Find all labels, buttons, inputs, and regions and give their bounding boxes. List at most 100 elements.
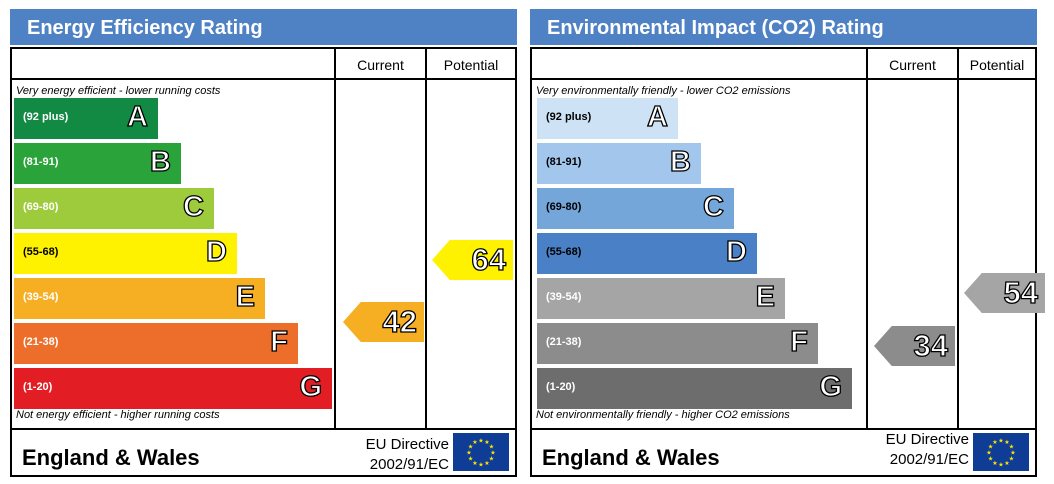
band-a: (92 plus) A xyxy=(537,98,678,139)
svg-text:★: ★ xyxy=(998,462,1003,469)
svg-text:★: ★ xyxy=(988,456,993,463)
svg-text:★: ★ xyxy=(478,438,483,445)
directive-line-1: EU Directive xyxy=(885,431,969,448)
band-range: (92 plus) xyxy=(546,111,592,123)
panel-title: Environmental Impact (CO2) Rating xyxy=(530,9,1037,45)
svg-text:★: ★ xyxy=(484,460,489,467)
svg-text:★: ★ xyxy=(998,438,1003,445)
band-range: (55-68) xyxy=(546,246,582,258)
band-letter: A xyxy=(126,100,148,133)
band-range: (21-38) xyxy=(23,336,59,348)
region-label: England & Wales xyxy=(542,445,720,470)
top-note: Very environmentally friendly - lower CO… xyxy=(536,85,791,97)
region-label: England & Wales xyxy=(22,445,200,470)
divider xyxy=(957,49,959,430)
rating-table: Current Potential Very energy efficient … xyxy=(10,47,517,477)
divider xyxy=(532,78,1035,80)
band-b: (81-91) B xyxy=(14,143,181,184)
band-range: (69-80) xyxy=(23,201,59,213)
band-letter: G xyxy=(299,370,323,403)
svg-text:★: ★ xyxy=(468,456,473,463)
svg-text:★: ★ xyxy=(1004,439,1009,446)
divider xyxy=(12,78,515,80)
svg-text:★: ★ xyxy=(992,439,997,446)
svg-text:★: ★ xyxy=(1010,450,1015,457)
svg-text:★: ★ xyxy=(490,450,495,457)
band-letter: F xyxy=(790,325,809,358)
potential-rating-arrow: 64 xyxy=(432,240,513,280)
svg-text:★: ★ xyxy=(489,456,494,463)
directive-line-1: EU Directive xyxy=(365,436,449,453)
band-d: (55-68) D xyxy=(14,233,237,274)
band-range: (69-80) xyxy=(546,201,582,213)
energy-efficiency-panel: Energy Efficiency Rating Current Potenti… xyxy=(10,9,517,477)
band-letter: B xyxy=(149,145,171,178)
column-header-potential: Potential xyxy=(443,57,499,73)
potential-rating-value: 54 xyxy=(1003,274,1039,310)
divider xyxy=(866,49,868,430)
band-c: (69-80) C xyxy=(14,188,214,229)
band-letter: F xyxy=(270,325,289,358)
svg-text:★: ★ xyxy=(472,460,477,467)
band-g: (1-20) G xyxy=(537,368,852,409)
column-header-current: Current xyxy=(357,57,404,73)
svg-text:★: ★ xyxy=(478,462,483,469)
band-letter: B xyxy=(669,145,691,178)
eu-directive: EU Directive 2002/91/EC xyxy=(886,430,969,470)
potential-rating-value: 64 xyxy=(471,241,507,277)
divider xyxy=(532,428,1035,430)
band-letter: A xyxy=(646,100,668,133)
band-b: (81-91) B xyxy=(537,143,701,184)
svg-text:★: ★ xyxy=(472,439,477,446)
band-letter: D xyxy=(725,235,747,268)
band-range: (39-54) xyxy=(23,291,59,303)
band-letter: G xyxy=(819,370,843,403)
eu-flag-icon: ★★★★★★★★★ ★ ★★ xyxy=(973,433,1029,471)
svg-text:★: ★ xyxy=(484,439,489,446)
band-range: (39-54) xyxy=(546,291,582,303)
svg-text:★: ★ xyxy=(466,450,471,457)
divider xyxy=(425,49,427,430)
current-rating-arrow: 34 xyxy=(874,326,955,366)
band-f: (21-38) F xyxy=(537,323,818,364)
band-e: (39-54) E xyxy=(537,278,785,319)
directive-line-2: 2002/91/EC xyxy=(889,451,969,468)
eu-flag-icon: ★★★★★★★★★ ★ ★★ xyxy=(453,433,509,471)
band-range: (81-91) xyxy=(546,156,582,168)
band-g: (1-20) G xyxy=(14,368,332,409)
rating-table: Current Potential Very environmentally f… xyxy=(530,47,1045,477)
divider xyxy=(334,49,336,430)
directive-line-2: 2002/91/EC xyxy=(369,456,449,473)
eu-directive: EU Directive 2002/91/EC xyxy=(366,435,449,475)
band-range: (81-91) xyxy=(23,156,59,168)
potential-rating-arrow: 54 xyxy=(964,273,1045,313)
band-a: (92 plus) A xyxy=(14,98,158,139)
column-header-current: Current xyxy=(889,57,936,73)
current-rating-arrow: 42 xyxy=(343,302,424,342)
svg-text:★: ★ xyxy=(489,444,494,451)
svg-text:★: ★ xyxy=(986,450,991,457)
band-range: (92 plus) xyxy=(23,111,69,123)
band-range: (55-68) xyxy=(23,246,59,258)
panel-title: Energy Efficiency Rating xyxy=(10,9,517,45)
band-range: (1-20) xyxy=(23,381,53,393)
band-range: (21-38) xyxy=(546,336,582,348)
current-rating-value: 42 xyxy=(382,303,418,339)
band-letter: E xyxy=(235,280,256,313)
svg-text:★: ★ xyxy=(468,444,473,451)
band-c: (69-80) C xyxy=(537,188,734,229)
band-letter: D xyxy=(205,235,227,268)
environmental-impact-panel: Environmental Impact (CO2) Rating Curren… xyxy=(530,9,1045,477)
band-letter: C xyxy=(182,190,204,223)
column-header-potential: Potential xyxy=(969,57,1025,73)
band-range: (1-20) xyxy=(546,381,576,393)
svg-text:★: ★ xyxy=(1004,460,1009,467)
band-e: (39-54) E xyxy=(14,278,265,319)
svg-text:★: ★ xyxy=(988,444,993,451)
band-f: (21-38) F xyxy=(14,323,298,364)
top-note: Very energy efficient - lower running co… xyxy=(16,85,221,97)
band-d: (55-68) D xyxy=(537,233,757,274)
band-letter: C xyxy=(702,190,724,223)
bottom-note: Not environmentally friendly - higher CO… xyxy=(536,409,790,421)
divider xyxy=(12,428,515,430)
